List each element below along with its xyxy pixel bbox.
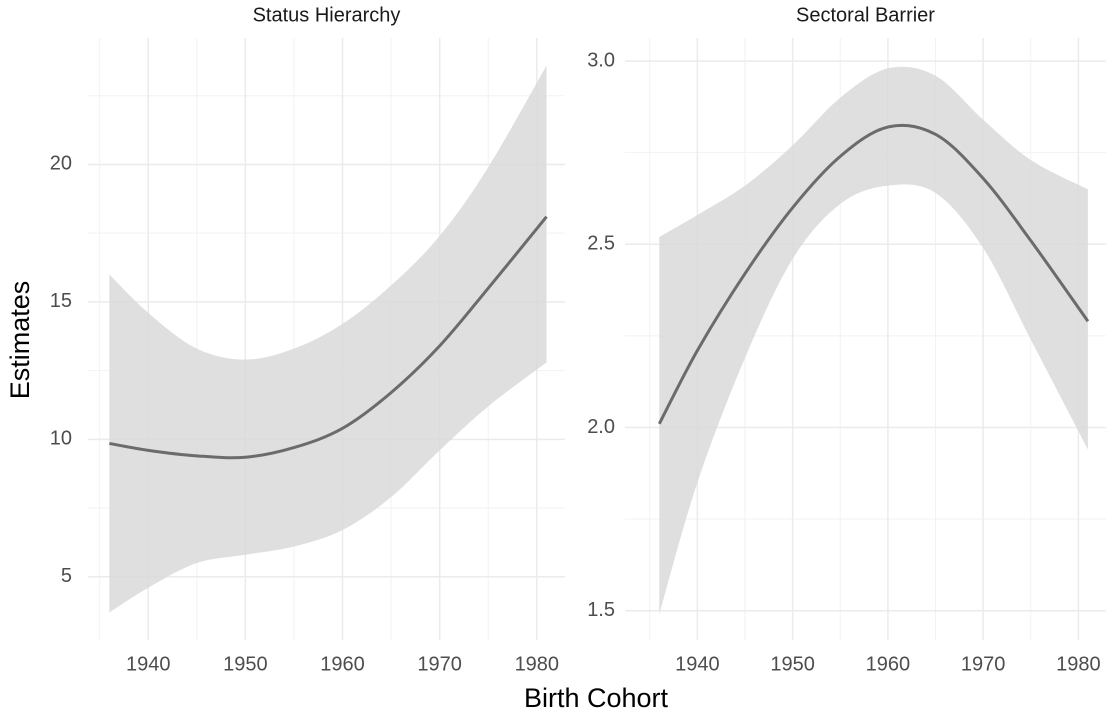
trend-line (109, 215, 548, 460)
y-tick-label: 3.0 (587, 49, 615, 71)
y-tick-label: 20 (50, 153, 72, 175)
y-axis-label: Estimates (5, 281, 35, 400)
y-tick-label: 2.0 (587, 416, 615, 438)
y-tick-label: 10 (50, 428, 72, 450)
x-axis-label: Birth Cohort (524, 683, 669, 713)
x-tick-label: 1970 (417, 653, 462, 675)
x-tick-label: 1940 (675, 653, 720, 675)
x-tick-label: 1950 (770, 653, 815, 675)
x-tick-label: 1950 (223, 653, 268, 675)
panel-title: Sectoral Barrier (796, 4, 935, 26)
y-tick-label: 15 (50, 290, 72, 312)
x-tick-label: 1940 (126, 653, 171, 675)
panel-title: Status Hierarchy (253, 4, 401, 26)
y-tick-label: 1.5 (587, 599, 615, 621)
x-tick-label: 1980 (1056, 653, 1101, 675)
x-tick-label: 1960 (320, 653, 365, 675)
trend-line (657, 123, 1090, 425)
x-tick-label: 1980 (515, 653, 560, 675)
confidence-band (109, 65, 547, 613)
y-tick-label: 2.5 (587, 233, 615, 255)
x-tick-label: 1960 (866, 653, 911, 675)
confidence-band (659, 66, 1088, 615)
y-tick-label: 5 (61, 565, 72, 587)
x-tick-label: 1970 (961, 653, 1006, 675)
